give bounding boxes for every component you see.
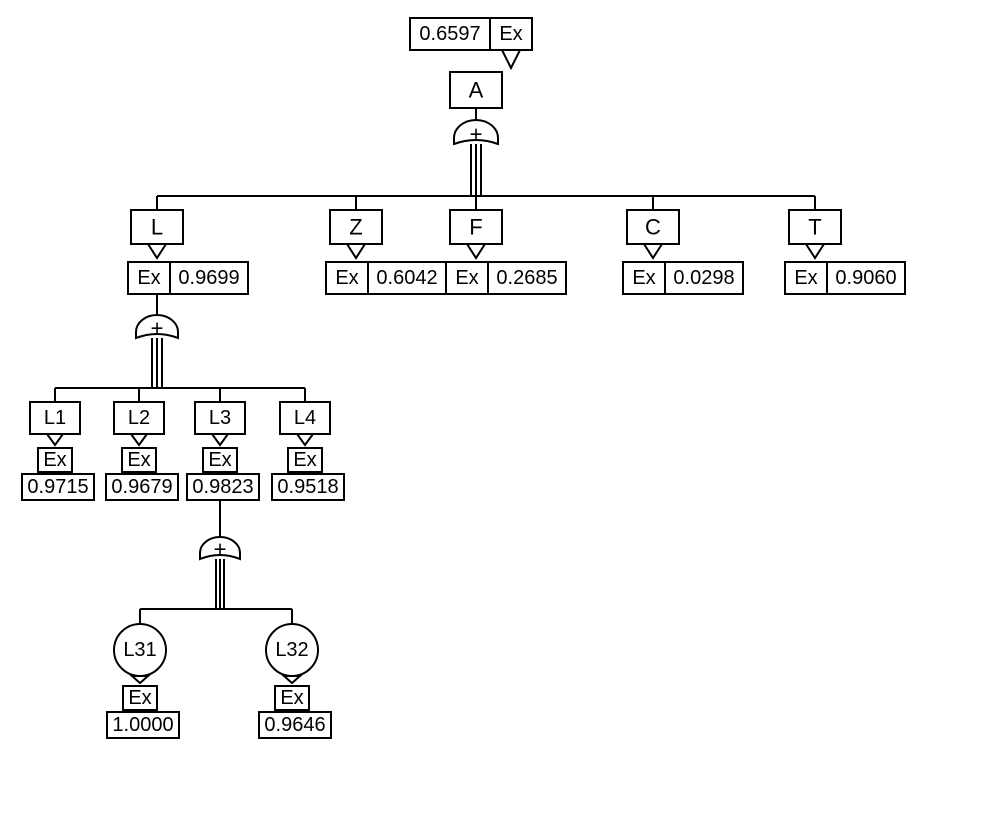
val-L2-label: 0.9679 bbox=[111, 476, 172, 498]
ex-F-label: Ex bbox=[455, 267, 478, 289]
or-gate-L3-op: + bbox=[214, 537, 227, 562]
event-L4-label: L4 bbox=[294, 407, 316, 429]
event-F-label: F bbox=[469, 215, 482, 240]
root-value: 0.6597 bbox=[419, 23, 480, 45]
event-L3-label: L3 bbox=[209, 407, 231, 429]
event-L2-label: L2 bbox=[128, 407, 150, 429]
val-Z-label: 0.6042 bbox=[376, 267, 437, 289]
connector-triangle bbox=[47, 434, 63, 445]
connector-triangle bbox=[132, 676, 148, 683]
root-ex-label: Ex bbox=[499, 23, 522, 45]
ex-L4-label: Ex bbox=[293, 449, 316, 471]
event-Z-label: Z bbox=[349, 215, 362, 240]
event-L-label: L bbox=[151, 215, 163, 240]
ex-L2-label: Ex bbox=[127, 449, 150, 471]
connector-triangle bbox=[212, 434, 228, 445]
ex-L32-label: Ex bbox=[280, 687, 303, 709]
connector-triangle bbox=[806, 244, 824, 258]
connector-triangle bbox=[284, 676, 300, 683]
fault-tree-diagram: 0.6597 Ex A + L Ex 0.9699 + Z Ex 0.6042 F Ex 0.2685 C E… bbox=[0, 0, 1000, 815]
val-L32-label: 0.9646 bbox=[264, 714, 325, 736]
val-L3-label: 0.9823 bbox=[192, 476, 253, 498]
event-L1-label: L1 bbox=[44, 407, 66, 429]
ex-C-label: Ex bbox=[632, 267, 655, 289]
val-L1-label: 0.9715 bbox=[27, 476, 88, 498]
connector-triangle bbox=[644, 244, 662, 258]
val-F-label: 0.2685 bbox=[496, 267, 557, 289]
connector-triangle bbox=[502, 50, 520, 68]
val-T-label: 0.9060 bbox=[835, 267, 896, 289]
ex-L1-label: Ex bbox=[43, 449, 66, 471]
basic-event-L32-label: L32 bbox=[275, 639, 308, 661]
basic-event-L31-label: L31 bbox=[123, 639, 156, 661]
ex-L31-label: Ex bbox=[128, 687, 151, 709]
connector-triangle bbox=[131, 434, 147, 445]
val-L-label: 0.9699 bbox=[178, 267, 239, 289]
root-event-label: A bbox=[469, 78, 484, 103]
val-L31-label: 1.0000 bbox=[112, 714, 173, 736]
ex-Z-label: Ex bbox=[335, 267, 358, 289]
event-T-label: T bbox=[808, 215, 821, 240]
connector-triangle bbox=[148, 244, 166, 258]
val-C-label: 0.0298 bbox=[673, 267, 734, 289]
event-C-label: C bbox=[645, 215, 661, 240]
connector-triangle bbox=[297, 434, 313, 445]
ex-T-label: Ex bbox=[794, 267, 817, 289]
val-L4-label: 0.9518 bbox=[277, 476, 338, 498]
or-gate-L-op: + bbox=[151, 316, 164, 341]
ex-L3-label: Ex bbox=[208, 449, 231, 471]
ex-L-label: Ex bbox=[137, 267, 160, 289]
connector-triangle bbox=[467, 244, 485, 258]
connector-triangle bbox=[347, 244, 365, 258]
root-or-gate-op: + bbox=[470, 122, 483, 147]
